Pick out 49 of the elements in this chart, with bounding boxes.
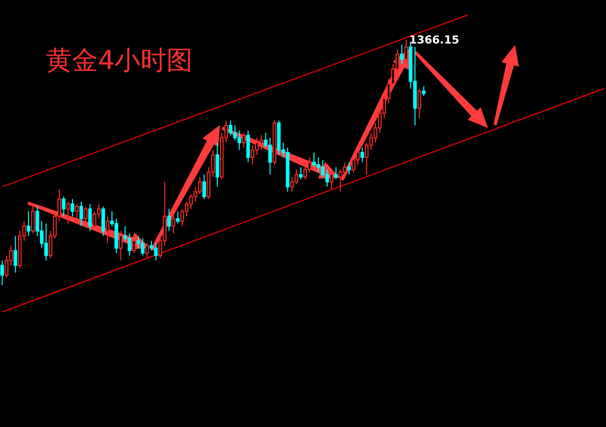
candlestick (189, 194, 193, 210)
candlestick (418, 88, 422, 119)
candlestick (404, 39, 408, 62)
candlestick (176, 210, 180, 224)
candlestick (84, 206, 88, 224)
candlestick (31, 204, 35, 234)
candlestick (44, 223, 48, 261)
candlestick (325, 169, 329, 188)
candlestick (172, 213, 176, 234)
candlestick (347, 162, 351, 176)
candlestick (400, 44, 404, 65)
candlestick (106, 216, 110, 244)
candlestick (298, 166, 303, 180)
candlestick (79, 201, 84, 227)
candlestick (216, 142, 220, 188)
candlestick (360, 147, 364, 163)
candlestick (290, 176, 294, 192)
candlestick (145, 242, 149, 258)
candlestick (250, 144, 254, 166)
candlestick (167, 208, 171, 232)
candlestick (334, 166, 338, 180)
candlestick (312, 152, 316, 168)
candlestick (198, 176, 202, 195)
candlestick (268, 137, 272, 176)
candlestick (66, 201, 70, 224)
candlestick (342, 162, 347, 176)
candlestick (246, 130, 250, 163)
candlestick (88, 204, 92, 232)
candlestick (62, 196, 66, 217)
candlestick (128, 232, 132, 256)
candlestick (202, 174, 206, 200)
candlestick (140, 238, 145, 256)
candlestick (0, 260, 4, 286)
candlestick (26, 210, 30, 236)
candlestick (259, 134, 264, 150)
annotation: 1366.15 (409, 34, 460, 47)
title: 黄金4小时图 (46, 46, 193, 76)
candlestick (330, 172, 334, 190)
candlestick (101, 206, 106, 236)
candlestick (70, 198, 74, 217)
candlestick (422, 86, 426, 96)
candlestick (242, 132, 246, 148)
candlestick (338, 169, 342, 192)
candlestick (75, 204, 79, 222)
candlestick (118, 230, 123, 261)
candlestick (132, 238, 136, 254)
candlestick (303, 162, 308, 180)
candlestick (92, 210, 96, 232)
candlestick (14, 235, 18, 274)
